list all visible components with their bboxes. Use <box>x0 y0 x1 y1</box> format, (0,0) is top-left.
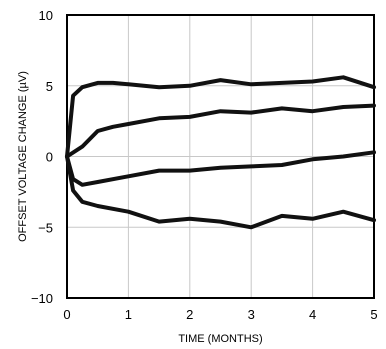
x-axis-label: TIME (MONTHS) <box>178 333 262 345</box>
x-tick-label: 4 <box>309 307 316 322</box>
series-line-4 <box>65 154 376 230</box>
series-line-2 <box>65 103 376 159</box>
x-tick-labels: 0 1 2 3 4 5 <box>63 307 377 322</box>
y-tick-label: −5 <box>38 220 53 235</box>
series-group <box>65 75 376 230</box>
y-tick-label: 10 <box>39 8 53 23</box>
grid <box>67 15 374 298</box>
x-tick-label: 1 <box>125 307 132 322</box>
series-line-1 <box>65 75 376 159</box>
series-line-3 <box>65 150 376 187</box>
y-axis-label: OFFSET VOLTAGE CHANGE (µV) <box>17 71 29 242</box>
x-tick-label: 5 <box>370 307 377 322</box>
y-tick-labels: −10 −5 0 5 10 <box>31 8 53 306</box>
x-tick-label: 2 <box>186 307 193 322</box>
y-tick-label: −10 <box>31 291 53 306</box>
y-tick-label: 0 <box>46 150 53 165</box>
x-tick-label: 3 <box>248 307 255 322</box>
y-tick-label: 5 <box>46 79 53 94</box>
x-tick-label: 0 <box>63 307 70 322</box>
